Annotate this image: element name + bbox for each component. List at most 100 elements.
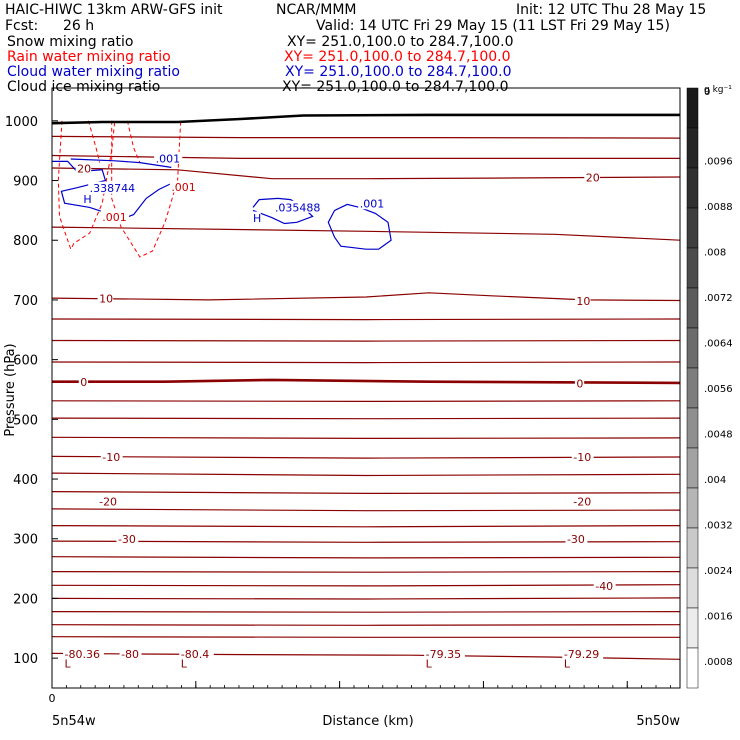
field-name-rain: Rain water mixing ratio — [7, 49, 171, 65]
y-tick-label: 200 — [13, 592, 38, 607]
y-axis: 100 200 300 400 500 600 700 800 900 1000 — [5, 115, 58, 667]
temperature-isotherm — [51, 624, 681, 626]
field-xy-cloud-water: XY= 251.0,100.0 to 284.7,100.0 — [285, 64, 512, 80]
temperature-isotherm — [51, 318, 681, 321]
temperature-isotherm — [51, 472, 681, 477]
y-axis-label: Pressure (hPa) — [3, 343, 18, 436]
contour-label: 10 — [99, 293, 113, 306]
plot-area: L-80.36 -80L-80.4L-79.35L-79.29-40-30 -30-… — [51, 113, 681, 670]
contour-label-bg — [251, 211, 261, 224]
contour-label-bg — [571, 495, 594, 508]
contour-label: .035488 — [275, 201, 321, 214]
colorbar-bin — [686, 407, 699, 449]
contour-label: H — [253, 212, 261, 225]
contour-label: -79.29 — [564, 648, 599, 661]
colorbar-label: .0048 — [704, 430, 733, 441]
contour-label: .338744 — [90, 182, 135, 195]
contour-label-bg — [358, 197, 387, 210]
contour-label: -80.4 — [181, 648, 209, 661]
temperature-isotherm — [51, 525, 681, 528]
colorbar-bin — [686, 287, 699, 329]
colorbar: 0 .0096 .0088 .008 .0072 .0064 .0056 .0048 .004.… — [686, 87, 733, 689]
contour-label: .001 — [360, 198, 385, 211]
temperature-isotherm — [51, 584, 681, 587]
contour-label: -20 — [99, 496, 117, 509]
temperature-isotherm — [51, 571, 681, 573]
colorbar-bin — [686, 447, 699, 489]
y-tick-label: 1000 — [5, 115, 38, 130]
y-tick-label: 300 — [13, 533, 38, 548]
contour-label-bg — [78, 375, 89, 388]
colorbar-label: .0072 — [704, 293, 733, 304]
header-valid: Valid: 14 UTC Fri 29 May 15 (11 LST Fri … — [316, 18, 670, 34]
contour-label: 10 — [576, 295, 590, 308]
contour-label-bg — [75, 162, 92, 174]
contour-label-bg — [273, 200, 321, 213]
contour-label-bg — [574, 376, 585, 389]
contour-label: 0 — [80, 376, 87, 389]
contour-label: L — [426, 657, 433, 670]
contour-label: 20 — [77, 163, 91, 176]
temperature-isotherm — [51, 491, 681, 495]
contour-label-bg — [571, 450, 594, 463]
contour-label-bg — [179, 647, 214, 660]
contour-label-bg — [63, 647, 104, 660]
temperature-isotherm — [51, 226, 681, 241]
contour-label-bg — [100, 450, 123, 463]
field-xy-cloud-ice: XY= 251.0,100.0 to 284.7,100.0 — [282, 79, 509, 95]
field-name-cloud-water: Cloud water mixing ratio — [7, 64, 180, 80]
contour-label-bg — [154, 151, 183, 164]
header-init: Init: 12 UTC Thu 28 May 15 — [516, 2, 707, 18]
temperature-isotherm — [51, 154, 680, 159]
y-tick-label: 700 — [13, 294, 38, 309]
colorbar-label: .0032 — [704, 521, 733, 532]
temperature-isotherm — [52, 378, 681, 385]
temperature-isotherm — [51, 636, 680, 638]
temperature-isotherm — [51, 436, 681, 440]
field-name-snow: Snow mixing ratio — [7, 34, 134, 50]
contour-label-bg — [169, 180, 199, 193]
contour-label-bg — [584, 170, 600, 183]
temperature-isotherm — [51, 167, 681, 180]
temperature-isotherm — [51, 597, 681, 600]
contour-label-bg — [119, 647, 142, 660]
colorbar-bin — [686, 127, 699, 169]
y-tick-label: 900 — [13, 175, 38, 190]
contour-label: .001 — [156, 152, 181, 165]
header-fcst-value: 26 h — [63, 18, 95, 34]
x-right-end-label: 5n50w — [636, 714, 680, 729]
contour-label-bg — [424, 647, 465, 660]
contour-label-bg — [179, 656, 189, 669]
rain-contour — [57, 120, 116, 251]
colorbar-bin — [686, 607, 699, 649]
y-tick-label: 400 — [13, 473, 38, 488]
colorbar-bin — [686, 567, 699, 609]
colorbar-label: .0056 — [704, 384, 733, 395]
contour-label: L — [65, 657, 72, 670]
contour-label-bg — [63, 656, 73, 669]
header-title-center: NCAR/MMM — [276, 2, 357, 18]
contour-label: H — [83, 193, 91, 206]
contour-label: -80 — [121, 648, 139, 661]
colorbar-bin — [686, 87, 699, 129]
y-tick-label: 800 — [13, 234, 38, 249]
field-xy-rain: XY= 251.0,100.0 to 284.7,100.0 — [284, 49, 511, 65]
y-tick-label: 600 — [13, 354, 38, 369]
colorbar-label: .0088 — [704, 202, 733, 213]
contour-label: -10 — [573, 451, 591, 464]
header-fcst-label: Fcst: — [5, 18, 39, 34]
colorbar-bin — [686, 647, 699, 689]
contour-label-bg — [97, 292, 114, 305]
y-tick-label: 100 — [13, 652, 38, 667]
colorbar-bin — [686, 207, 699, 249]
colorbar-label: .004 — [704, 475, 726, 486]
colorbar-label: 0 — [704, 87, 710, 98]
x-axis: 0 — [49, 681, 671, 705]
colorbar-bin — [686, 367, 699, 409]
x-axis-label: Distance (km) — [322, 714, 413, 729]
colorbar-bin — [686, 487, 699, 529]
cloud-water-contour — [327, 203, 392, 250]
contour-label-bg — [81, 192, 92, 205]
temperature-isotherm — [51, 361, 681, 364]
